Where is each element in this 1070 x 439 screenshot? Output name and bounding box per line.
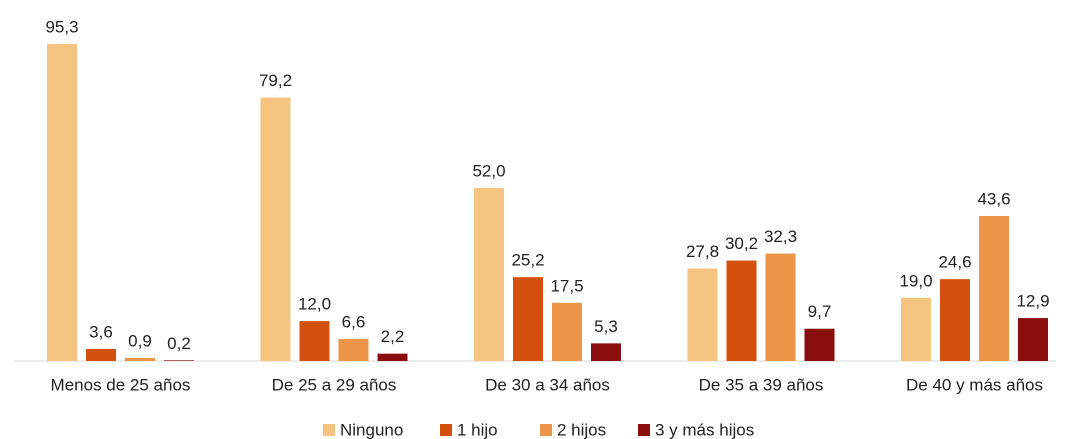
x-tick-label: De 25 a 29 años [272,375,397,394]
legend-swatch [638,424,650,436]
data-label: 43,6 [977,189,1010,208]
x-tick-label: Menos de 25 años [51,375,191,394]
bar [513,277,543,361]
legend-swatch [323,424,335,436]
bar [125,358,155,361]
legend-label: 1 hijo [457,420,498,439]
data-label: 0,9 [128,331,152,350]
data-label: 24,6 [938,253,971,272]
bar [47,44,77,361]
legend-label: 2 hijos [557,420,606,439]
bar [979,215,1009,361]
bar [726,260,757,361]
bar [299,321,330,361]
data-label: 32,3 [764,227,797,246]
bar [260,97,291,361]
legend-swatch [540,424,552,436]
bar [1018,318,1048,361]
x-tick-label: De 35 a 39 años [699,375,824,394]
bar [377,353,408,361]
bar [765,253,796,361]
bar [940,279,970,361]
data-label: 0,2 [167,334,191,353]
data-label: 79,2 [259,71,292,90]
legend-swatch [440,424,452,436]
bar [474,188,504,361]
data-label: 5,3 [594,317,618,336]
bar [552,302,582,361]
data-label: 9,7 [808,302,832,321]
x-tick-label: De 30 a 34 años [485,375,610,394]
bar [164,360,194,361]
data-label: 6,6 [342,313,366,332]
bar [804,328,835,361]
bar [687,268,718,361]
data-label: 12,0 [298,295,331,314]
data-label: 3,6 [89,323,113,342]
data-label: 12,9 [1016,292,1049,311]
bar [338,339,369,361]
bar [86,349,116,361]
bar [901,297,931,361]
data-label: 27,8 [686,242,719,261]
data-label: 2,2 [381,327,405,346]
bar [591,343,621,361]
x-tick-label: De 40 y más años [906,375,1043,394]
data-label: 17,5 [550,276,583,295]
data-label: 30,2 [725,234,758,253]
data-label: 19,0 [899,271,932,290]
legend-label: 3 y más hijos [655,420,754,439]
data-label: 95,3 [45,17,78,36]
data-label: 52,0 [472,162,505,181]
legend-label: Ninguno [340,420,403,439]
data-label: 25,2 [511,251,544,270]
